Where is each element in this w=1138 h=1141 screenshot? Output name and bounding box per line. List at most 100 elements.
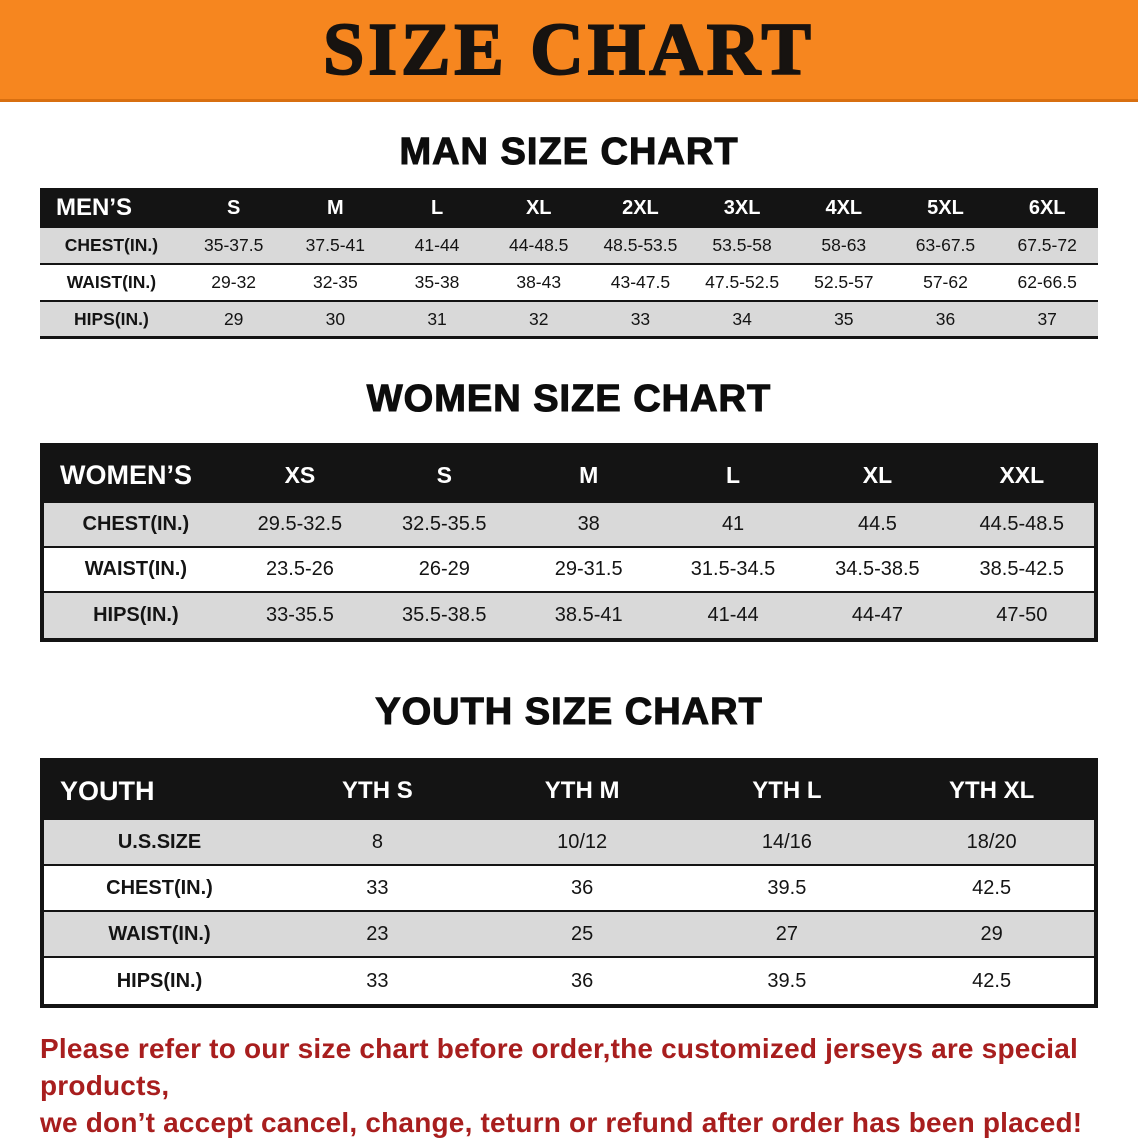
measurement-label: WAIST(IN.) [108,922,211,945]
table-corner-label: WOMEN’S [60,459,192,490]
measurement-label: U.S.SIZE [117,830,202,853]
table-row: HIPS(IN.) 33 36 39.5 42.5 [44,958,1094,1004]
size-value: 29 [223,308,244,329]
size-value: 39.5 [767,969,807,992]
size-value: 63-67.5 [915,235,976,255]
size-value: 44-48.5 [509,235,569,255]
size-value: 58-63 [821,235,867,255]
size-value: 37 [1037,308,1057,329]
size-column-header: YTH L [752,777,822,804]
women-size-table: WOMEN’S XS S M L XL XXL CHEST(IN.) 29.5-32.5 32.5… [40,443,1098,642]
size-value: 53.5-58 [712,235,772,255]
measurement-label: HIPS(IN.) [73,308,149,329]
size-value: 34.5-38.5 [835,558,920,580]
size-column-header: 2XL [622,196,659,219]
table-corner-label: MEN’S [56,194,133,221]
size-column-header: S [227,196,241,219]
size-value: 34 [732,308,752,329]
size-value: 32 [529,308,549,329]
size-value: 32.5-35.5 [402,513,487,535]
men-size-chart-section: MAN SIZE CHART MEN’S S M L XL 2XL 3XL 4XL 5XL 6XL… [0,130,1138,339]
size-value: 23 [366,922,389,945]
size-value: 33 [366,969,389,992]
size-value: 18/20 [966,830,1017,853]
disclaimer-text: Please refer to our size chart before or… [40,1030,1098,1141]
table-row: U.S.SIZE 8 10/12 14/16 18/20 [44,820,1094,866]
size-value: 35-38 [414,272,460,292]
size-value: 44.5 [857,513,897,535]
size-value: 44.5-48.5 [979,513,1065,535]
women-size-chart-section: WOMEN SIZE CHART WOMEN’S XS S M L XL XXL CHEST(… [0,377,1138,642]
size-column-header: 5XL [927,196,964,219]
size-value: 47-50 [996,604,1048,626]
size-column-header: YTH XL [948,777,1035,804]
women-section-heading: WOMEN SIZE CHART [366,377,772,420]
men-section-heading: MAN SIZE CHART [399,130,739,173]
size-value: 29-31.5 [554,558,623,580]
size-value: 30 [325,308,346,329]
size-column-header: XL [525,196,552,219]
size-value: 36 [571,876,594,899]
youth-size-chart-section: YOUTH SIZE CHART YOUTH YTH S YTH M YTH L YTH… [0,690,1138,1008]
banner-title: SIZE CHART [322,8,815,91]
measurement-label: HIPS(IN.) [93,604,179,626]
size-value: 57-62 [923,272,968,292]
size-column-header: XL [862,461,893,488]
size-value: 38-43 [516,272,562,292]
size-value: 31 [427,308,447,329]
size-value: 48.5-53.5 [603,235,678,255]
size-value: 41-44 [707,604,759,626]
size-value: 41-44 [414,235,460,255]
size-value: 36 [571,969,594,992]
size-column-header: YTH S [342,777,413,804]
measurement-label: WAIST(IN.) [84,558,187,580]
size-column-header: XXL [999,461,1045,488]
size-column-header: YTH M [544,777,620,804]
size-column-header: S [436,461,452,488]
size-value: 42.5 [972,969,1012,992]
size-value: 8 [371,830,383,853]
size-value: 27 [775,922,798,945]
size-value: 33 [630,308,651,329]
table-header-row: WOMEN’S XS S M L XL XXL [44,447,1094,503]
size-value: 33-35.5 [266,604,334,626]
size-value: 38 [577,513,600,535]
disclaimer-line-1: Please refer to our size chart before or… [40,1033,1079,1101]
size-chart-banner: SIZE CHART [0,0,1138,102]
size-value: 38.5-41 [554,604,623,626]
size-value: 41 [721,513,745,535]
size-value: 38.5-42.5 [979,558,1065,580]
table-corner-label: YOUTH [60,775,155,806]
size-value: 33 [366,876,389,899]
size-value: 36 [935,308,956,329]
size-column-header: 4XL [825,196,863,219]
size-value: 67.5-72 [1017,235,1077,255]
size-value: 32-35 [312,272,358,292]
size-column-header: M [327,196,344,219]
size-value: 35 [834,308,854,329]
table-row: CHEST(IN.) 35-37.5 37.5-41 41-44 44-48.5 48.5… [40,228,1098,265]
size-column-header: L [430,196,444,219]
size-value: 23.5-26 [266,558,334,580]
measurement-label: HIPS(IN.) [116,969,203,992]
size-column-header: 6XL [1028,196,1066,219]
disclaimer-line-2: we don’t accept cancel, change, teturn o… [40,1107,1083,1138]
size-value: 29-32 [211,272,257,292]
measurement-label: WAIST(IN.) [66,272,157,292]
table-header-row: MEN’S S M L XL 2XL 3XL 4XL 5XL 6XL [40,188,1098,228]
size-value: 47.5-52.5 [705,272,780,292]
size-value: 35.5-38.5 [402,604,487,626]
size-value: 26-29 [418,558,470,580]
table-row: CHEST(IN.) 33 36 39.5 42.5 [44,866,1094,912]
size-value: 39.5 [767,876,807,899]
men-size-table: MEN’S S M L XL 2XL 3XL 4XL 5XL 6XL CHEST(IN.) 35-37… [40,188,1098,339]
measurement-label: CHEST(IN.) [82,513,190,535]
size-column-header: XS [284,461,316,488]
size-value: 44-47 [851,604,904,626]
table-row: WAIST(IN.) 29-32 32-35 35-38 38-43 43-47.5 47.… [40,265,1098,302]
size-value: 37.5-41 [305,235,366,255]
table-row: HIPS(IN.) 29 30 31 32 33 34 35 36 37 [40,302,1098,339]
size-value: 14/16 [761,830,812,853]
table-row: WAIST(IN.) 23 25 27 29 [44,912,1094,958]
table-row: HIPS(IN.) 33-35.5 35.5-38.5 38.5-41 41-44 44-… [44,593,1094,638]
